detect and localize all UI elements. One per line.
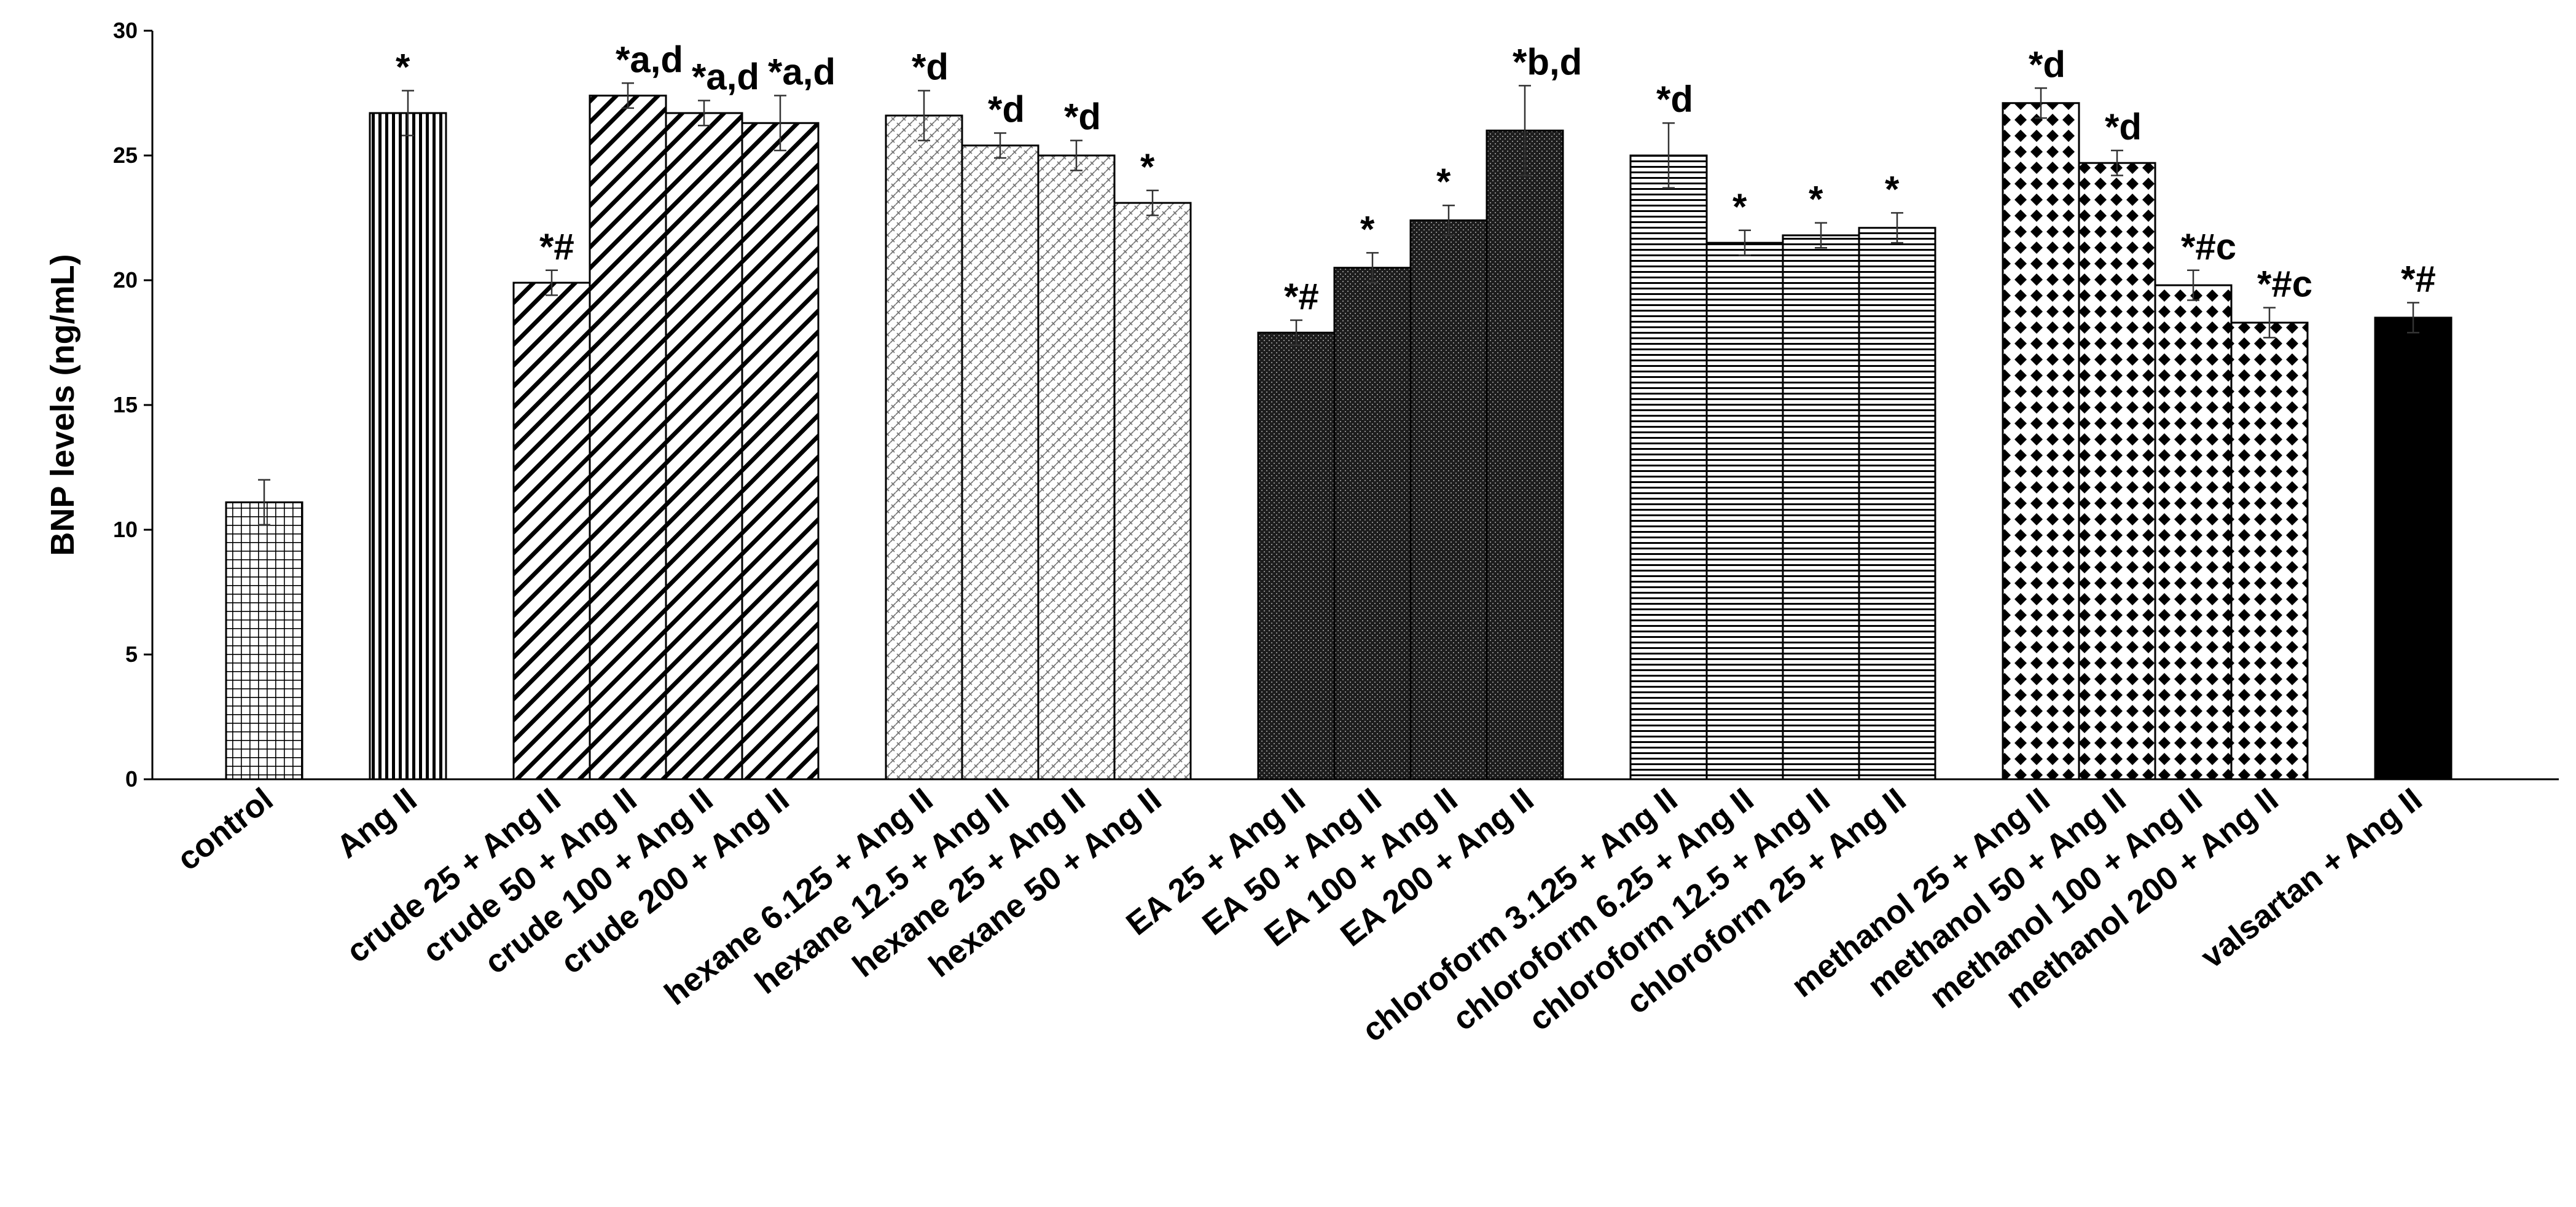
significance-label: *a,d [768,52,836,93]
significance-label: * [396,46,410,87]
bar [2230,321,2309,780]
bar [369,112,447,780]
bar [589,95,667,780]
y-tick-label: 20 [113,267,138,293]
y-tick-label: 5 [125,642,138,667]
significance-label: *# [2401,259,2436,300]
bar [1037,154,1116,780]
bar [2374,316,2453,780]
significance-label: *a,d [692,57,759,98]
y-tick-label: 10 [113,517,138,542]
bar [2078,162,2156,780]
significance-label: *# [1284,276,1319,317]
significance-label: *a,d [616,39,683,80]
bar [665,112,743,780]
bar [1486,129,1564,780]
significance-label: *d [1656,79,1693,120]
significance-label: *d [988,88,1025,130]
bar [1409,219,1488,780]
significance-label: *d [2105,106,2142,147]
bar [961,144,1039,780]
bar [2154,284,2233,780]
x-tick-label: Ang II [330,781,423,865]
significance-label: * [1140,146,1155,187]
y-tick-label: 30 [113,18,138,43]
significance-label: * [1436,161,1451,202]
bar [2002,102,2080,780]
significance-label: *#c [2181,226,2236,267]
bar [741,122,820,780]
significance-label: *d [912,46,949,87]
bar [1629,154,1708,780]
y-tick-label: 25 [113,143,138,168]
y-tick-label: 0 [125,766,138,792]
significance-label: * [1360,208,1375,250]
significance-label: *#c [2257,264,2312,305]
bar [512,281,591,780]
bar [225,501,303,780]
bar [1782,234,1860,780]
significance-label: * [1732,186,1747,227]
bar [1257,331,1336,780]
bar [885,114,963,780]
bar [1113,202,1192,780]
bars: **#*a,d *a,d *a,d *d*d *d**#***b,d*d* * **d*d*… [225,39,2453,780]
significance-label: *d [2029,44,2065,85]
bar [1705,242,1784,780]
y-tick-label: 15 [113,392,138,417]
bar [1858,227,1936,780]
y-axis-label: BNP levels (ng/mL) [44,254,81,556]
significance-label: * [1809,179,1823,220]
significance-label: *# [539,226,574,267]
x-tick-label: chloroform 12.5 + Ang II [1522,781,1837,1038]
x-tick-label: control [171,781,280,878]
significance-label: *b,d [1513,41,1582,82]
significance-label: *d [1064,96,1101,138]
significance-label: * [1885,168,1900,210]
bar [1333,267,1412,780]
